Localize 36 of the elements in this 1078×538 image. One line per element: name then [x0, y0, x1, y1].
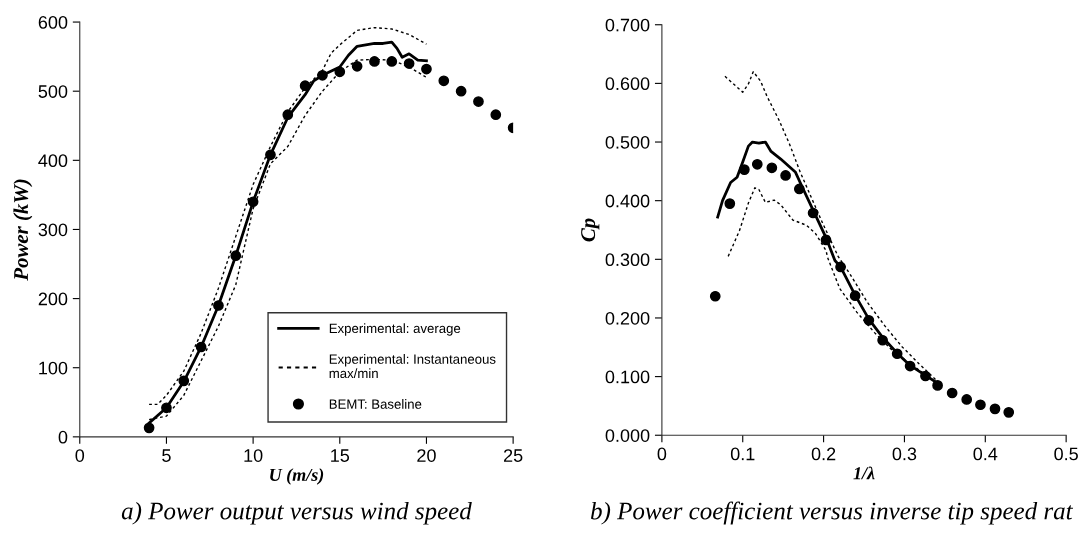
legend-label: BEMT: Baseline [329, 399, 422, 409]
y-tick-label: 0.300 [605, 253, 650, 267]
y-tick-label: 400 [38, 154, 68, 168]
x-tick-label: 0 [75, 449, 85, 462]
x-tick-label: 0.5 [1054, 447, 1078, 461]
y-tick-label: 600 [38, 15, 68, 29]
y-tick-label: 100 [39, 361, 68, 375]
y-axis-title: Cp [581, 218, 600, 242]
y-axis-title: Power (kW) [13, 179, 33, 281]
y-tick-label: 0.200 [605, 311, 650, 325]
x-axis-title: 1/λ [853, 466, 875, 480]
text: a) Power output versus wind speed [121, 501, 472, 525]
y-tick-label: 500 [38, 85, 68, 98]
y-tick-label: 0.100 [605, 370, 650, 384]
y-tick-label: 0 [58, 430, 68, 444]
x-tick-label: 15 [331, 449, 350, 462]
legend-label: Experimental: Instantaneous max/min [329, 354, 496, 379]
y-tick-label: 0.600 [605, 77, 650, 91]
y-tick-label: 200 [38, 292, 68, 306]
y-tick-label: 0.700 [605, 18, 650, 32]
x-tick-label: 25 [504, 449, 523, 462]
x-tick-label: 0.3 [892, 447, 917, 461]
y-tick-label: 0.500 [605, 135, 650, 149]
x-tick-label: 0.4 [973, 447, 998, 461]
x-tick-label: 5 [162, 449, 171, 462]
x-tick-label: 10 [244, 449, 263, 462]
x-tick-label: 0.2 [811, 447, 836, 461]
text: b) Power coefficient versus inverse tip speed rat [591, 501, 1074, 525]
x-tick-label: 0.1 [730, 447, 755, 461]
y-tick-label: 300 [38, 223, 68, 237]
y-tick-label: 0.000 [605, 429, 650, 442]
y-tick-label: 0.400 [605, 194, 650, 208]
x-tick-label: 20 [417, 449, 436, 462]
x-axis-title: U (m/s) [270, 468, 324, 485]
x-tick-label: 0 [657, 447, 667, 461]
legend-label: Experimental: average [329, 323, 461, 336]
